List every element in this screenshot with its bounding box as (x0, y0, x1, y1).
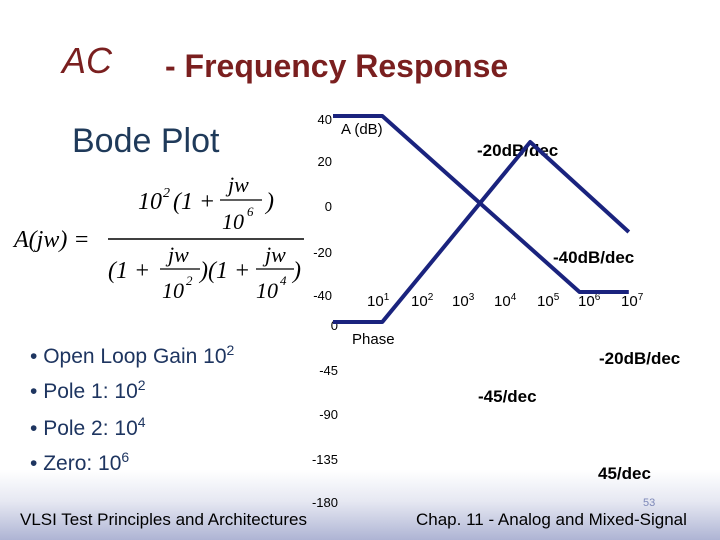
formula-num-den: 10 (222, 209, 244, 234)
bullet-zero: • Zero: 106 (30, 449, 130, 475)
bullet-sup: 2 (137, 377, 146, 393)
formula-num-10: 10 (138, 189, 162, 215)
formula-den-jw1: jw (165, 242, 189, 267)
phase-y-tick: -180 (311, 495, 338, 510)
mag-slope-label: -40dB/dec (553, 248, 635, 267)
page-number: 53 (643, 497, 656, 509)
mag-slope-label: -20dB/dec (599, 349, 681, 368)
bullet-pole-1: • Pole 1: 102 (30, 377, 146, 403)
bullet-sup: 2 (226, 342, 235, 358)
formula-den-jw2: jw (262, 242, 286, 267)
mag-y-tick: 40 (317, 112, 332, 127)
freq-tick: 103 (452, 292, 475, 310)
mag-y-axis-label: A (dB) (341, 121, 383, 138)
formula-den-d2: 10 (256, 278, 278, 303)
bullet-text: Open Loop Gain 10 (43, 345, 227, 368)
freq-tick: 106 (578, 292, 601, 310)
freq-tick: 104 (494, 292, 517, 310)
phase-y-axis-label: Phase (352, 331, 395, 348)
slide-subtitle: Bode Plot (72, 122, 220, 160)
mag-y-tick: -20 (313, 245, 332, 260)
mag-y-tick: 20 (317, 154, 332, 169)
freq-tick: 105 (537, 292, 560, 310)
mag-y-tick: -40 (313, 288, 332, 303)
phase-slope-label: 45/dec (598, 464, 651, 483)
formula-den-mid: )(1 + (198, 258, 250, 284)
bullet-text: Zero: 10 (43, 452, 122, 475)
phase-y-tick: 0 (330, 318, 338, 333)
phase-curve (333, 140, 631, 324)
phase-y-tick: -90 (319, 407, 338, 422)
footer-book-title: VLSI Test Principles and Architectures (20, 510, 307, 529)
formula-den-d1-sup: 2 (186, 273, 193, 288)
footer-chapter: Chap. 11 - Analog and Mixed-Signal (416, 510, 687, 529)
formula-den-open: (1 + (108, 258, 150, 284)
bullet-sup: 6 (121, 449, 130, 465)
bullet-text: Pole 1: 10 (43, 380, 138, 403)
transfer-function-formula: A(jw) = 10 2 (1 + jw 10 6 ) (1 + jw 10 2… (12, 172, 304, 303)
mag-y-tick: 0 (324, 199, 332, 214)
title-ac: AC (62, 40, 113, 81)
freq-tick: 102 (411, 292, 434, 310)
freq-tick: 107 (621, 292, 644, 310)
phase-y-tick: -45 (319, 363, 338, 378)
formula-num-open: (1 + (173, 189, 215, 215)
bullet-open-loop-gain: • Open Loop Gain 102 (30, 342, 235, 368)
slide-title: - Frequency Response (165, 48, 509, 84)
phase-slope-label: -45/dec (478, 387, 537, 406)
freq-tick: 101 (367, 292, 390, 310)
formula-den-close: ) (291, 258, 301, 284)
phase-y-tick: -135 (311, 452, 338, 467)
formula-num-close: ) (264, 189, 274, 215)
formula-lhs: A(jw) = (12, 227, 90, 253)
formula-num-den-sup: 6 (247, 204, 254, 219)
bullet-text: Pole 2: 10 (43, 417, 138, 440)
formula-num-jw: jw (225, 172, 249, 197)
formula-num-10-sup: 2 (163, 186, 170, 201)
formula-den-d1: 10 (162, 278, 184, 303)
bullet-pole-2: • Pole 2: 104 (30, 414, 146, 440)
mag-slope-label: -20dB/dec (477, 141, 559, 160)
formula-den-d2-sup: 4 (280, 273, 287, 288)
footer-band (0, 470, 720, 540)
bullet-sup: 4 (137, 414, 146, 430)
